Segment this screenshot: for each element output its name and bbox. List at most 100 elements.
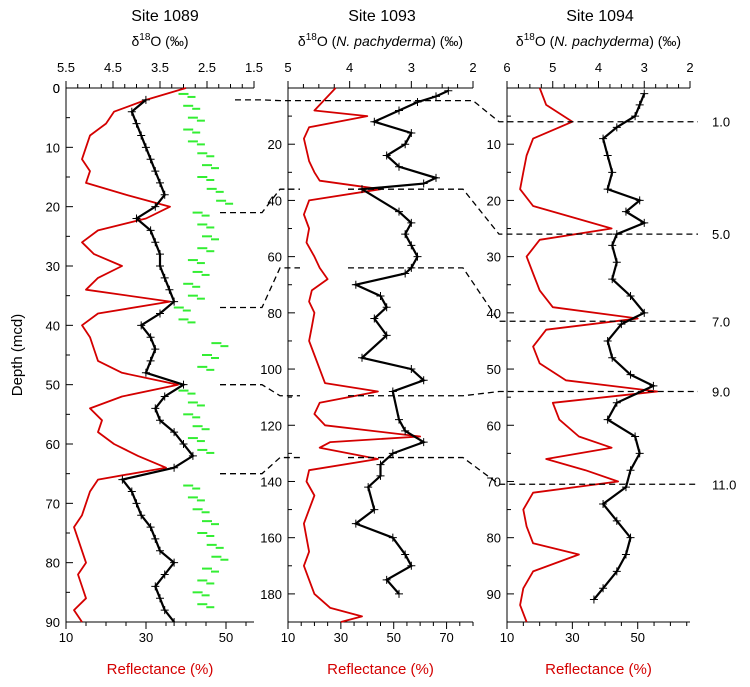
site-1089-d18o-point [160,273,169,282]
site-1094-top-tick-label: 3 [641,60,648,75]
site-1093-d18o-point [401,230,410,239]
site-1093-d18o-point [395,106,403,115]
site-1093-d18o-point [382,331,391,340]
site-1089-d18o-point [160,570,169,579]
site-1093-d18o-point [407,561,416,570]
site-1089-d18o-point [151,345,160,354]
site-1094-depth-tick-label: 80 [487,531,501,546]
site-1089-d18o-point [141,143,150,152]
correlation-layer: 1.0 5.0 7.0 9.0 11.0 [220,99,736,492]
site-1089-bottom-tick-label: 10 [59,630,73,645]
correlation-line [235,99,698,123]
site-1089-d18o-point [156,546,164,555]
site-1093-d18o-point [401,550,410,559]
site-1093-d18o-point [432,92,440,101]
site-1093-d18o-point [395,207,403,216]
site-1094-d18o-point [621,207,630,216]
site-1089-series-d18o_main [118,95,197,626]
site-1093-d18o-line [352,89,449,595]
site-1089-d18o-point [118,475,127,484]
correlation-label: 7.0 [712,314,730,329]
site-1094-d18o-point [631,112,640,121]
panel-title-1089: Site 1089 [131,8,199,25]
site-1089-depth-tick-label-zero: 0 [53,81,60,96]
panel-title-1094: Site 1094 [566,8,634,25]
site-1093-d18o-point [376,460,385,469]
site-1094-d18o-point [649,381,658,390]
site-1093-d18o-point [432,173,440,182]
site-1089-d18o-point [165,285,174,294]
site-1089-d18o-point [188,451,197,460]
site-1089-top-axis-label: δ18O (‰) [131,32,188,49]
site-1089-d18o-point [170,428,179,437]
site-1094-d18o-point [599,499,608,508]
site-1093-d18o-point [370,117,379,126]
site-1089-top-tick-label: 3.5 [151,60,169,75]
site-1093-depth-tick-label: 40 [268,193,282,208]
site-1089-depth-tick-label: 20 [46,200,60,215]
site-1089-d18o-point [156,262,164,270]
site-1093-depth-tick-label: 80 [268,306,282,321]
site-1093-bottom-tick-label: 30 [334,630,348,645]
site-1089-d18o-line [120,99,195,623]
site-1093-d18o-point [351,519,360,528]
site-1094-bottom-axis-label: Reflectance (%) [545,661,652,678]
site-1094-series-d18o_main [589,89,658,604]
site-1089-top-tick-label: 1.5 [245,60,263,75]
site-1094-d18o-point [640,218,649,227]
site-1093-bottom-tick-label: 10 [281,630,295,645]
site-1089-d18o-point [132,119,141,128]
correlation-line [348,188,698,235]
site-1093-top-tick-label: 2 [469,60,476,75]
site-1089-depth-tick-label: 70 [46,496,60,511]
site-1089-d18o-point [151,167,160,176]
site-1094-depth-tick-label: 40 [487,306,501,321]
site-1094-d18o-point [626,533,635,542]
site-1089-d18o-point [137,131,146,140]
site-1093-d18o-point [382,575,391,584]
site-1093-top-tick-label: 5 [284,60,291,75]
site-1093-d18o-point [407,218,416,227]
site-1089-d18o-point [156,309,164,318]
site-1089-d18o-point [160,606,169,615]
site-1094-d18o-point [603,336,612,345]
site-1094-depth-tick-label: 90 [487,587,501,602]
site-1093-bottom-tick-label: 70 [439,630,453,645]
site-1094-top-tick-label: 2 [686,60,693,75]
site-1094-d18o-point [612,123,621,132]
site-1093-d18o-point [419,376,428,385]
site-1089-depth-tick-label: 30 [46,259,60,274]
site-1093-series-d18o_main [351,86,453,598]
site-1094-d18o-point [603,185,612,194]
site-1093-depth-tick-label: 60 [268,250,282,265]
site-1094-bottom-tick-label: 10 [500,630,514,645]
site-1089-d18o-point [170,297,179,306]
site-1093-series-reflectance [303,87,421,623]
site-1089-d18o-point [146,333,155,342]
y-axis-label: Depth (mcd) [9,314,26,397]
site-1094-d18o-point [621,550,630,559]
correlation-line [220,456,300,475]
site-1093-bottom-tick-label: 50 [386,630,400,645]
site-1093-d18o-point [370,505,379,514]
site-1089-d18o-point [146,155,155,164]
site-1093-d18o-point [395,589,403,598]
site-1089-depth-tick-label: 80 [46,556,60,571]
site-1093-top-tick-label: 4 [346,60,353,75]
site-1089-d18o-point [146,523,155,532]
correlation-label: 1.0 [712,115,730,130]
site-1093-d18o-point [413,252,422,261]
site-1089-d18o-point [141,95,150,104]
site-1093-bottom-axis-label: Reflectance (%) [327,661,434,678]
site-1093-d18o-point [407,365,416,374]
site-1094-d18o-point [603,415,612,424]
site-1094-depth-tick-label: 50 [487,362,501,377]
site-1094-d18o-point [635,196,644,205]
correlation-line [348,456,698,485]
site-1093-d18o-point [407,241,416,250]
panels-layer: δ18O (‰) 5.5 4.5 3.5 2.5 1.5 0 10 20 30 40 50 60 70 80… [46,32,694,678]
site-1094-d18o-point [599,134,608,143]
site-1093-depth-tick-label: 160 [260,531,282,546]
site-1094-d18o-point [589,595,598,604]
